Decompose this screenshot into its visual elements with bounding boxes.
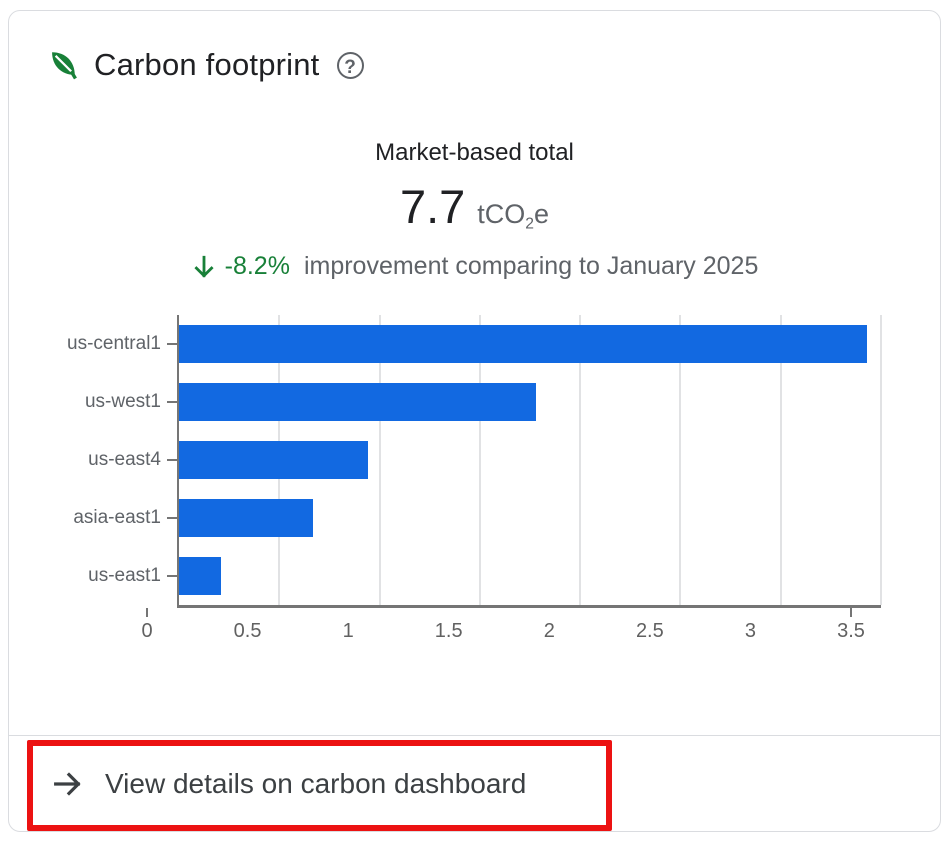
gridline <box>579 315 582 605</box>
bar-row <box>179 547 881 605</box>
y-axis-tick <box>167 343 177 345</box>
x-axis-label: 3 <box>744 620 756 642</box>
y-axis-label-row: us-west1 <box>39 373 177 431</box>
chart-labels: us-central1 us-west1 us-east4 asia-east1 us-… <box>39 315 177 608</box>
view-details-label: View details on carbon dashboard <box>105 767 527 799</box>
improvement-delta: -8.2% <box>224 252 290 280</box>
view-details-link[interactable]: View details on carbon dashboard <box>9 735 940 831</box>
gridline <box>779 315 782 605</box>
y-axis-label: us-west1 <box>84 391 161 412</box>
y-axis-label: asia-east1 <box>73 507 161 528</box>
bar-row <box>179 373 881 431</box>
y-axis-label: us-central1 <box>67 333 161 354</box>
axis-end-tick <box>850 608 852 617</box>
gridline <box>478 315 481 605</box>
unit-subscript: 2 <box>525 215 535 233</box>
leaf-icon <box>52 52 77 80</box>
down-arrow-icon <box>194 255 214 278</box>
y-axis-tick <box>167 401 177 403</box>
gridline <box>880 315 882 605</box>
summary-block: Market-based total 7.7 tCO2e -8.2% impro… <box>9 139 940 281</box>
card-header: Carbon footprint ? <box>9 11 940 83</box>
plot-area <box>177 315 882 608</box>
unit-suffix: e <box>534 199 550 229</box>
y-axis-tick <box>167 575 177 577</box>
axis-end-tick <box>146 608 148 617</box>
help-icon[interactable]: ? <box>336 51 364 79</box>
y-axis-label-row: asia-east1 <box>39 489 177 547</box>
y-axis-tick <box>167 517 177 519</box>
total-value: 7.7 <box>399 180 466 233</box>
y-axis-label: us-east1 <box>88 565 161 586</box>
y-axis-label: us-east4 <box>88 449 161 470</box>
y-axis-label-row: us-central1 <box>39 315 177 373</box>
card-title: Carbon footprint <box>94 47 320 82</box>
y-axis-label-row: us-east1 <box>39 547 177 605</box>
x-axis-label: 0 <box>141 620 153 642</box>
chart-bar[interactable] <box>179 499 314 537</box>
improvement-text: improvement comparing to January 2025 <box>303 252 759 280</box>
x-axis-label: 1 <box>342 620 354 642</box>
gridline <box>679 315 682 605</box>
chart-bar[interactable] <box>179 557 222 595</box>
improvement-row: -8.2% improvement comparing to January 2… <box>9 252 940 281</box>
bar-row <box>179 489 881 547</box>
forward-arrow-icon <box>54 771 81 796</box>
total-label: Market-based total <box>375 139 574 166</box>
x-axis-label: 1.5 <box>434 620 463 642</box>
bar-row <box>179 431 881 489</box>
unit-prefix: tCO <box>477 199 526 229</box>
x-axis-label: 2 <box>543 620 555 642</box>
chart-bar[interactable] <box>179 325 867 363</box>
total-unit: tCO2e <box>477 199 549 233</box>
x-axis: 0 0.5 1 1.5 2 2.5 3 3.5 <box>141 608 865 650</box>
y-axis-tick <box>167 459 177 461</box>
x-axis-label: 3.5 <box>837 620 865 642</box>
bar-chart: us-central1 us-west1 us-east4 asia-east1 us-… <box>39 315 940 608</box>
y-axis-label-row: us-east4 <box>39 431 177 489</box>
bar-row <box>179 315 881 373</box>
chart-bar[interactable] <box>179 441 368 479</box>
gridline <box>378 315 381 605</box>
chart-bar[interactable] <box>179 383 537 421</box>
carbon-footprint-card: Carbon footprint ? Market-based total 7.… <box>8 10 941 832</box>
total-row: 7.7 tCO2e <box>9 179 940 234</box>
x-axis-label: 2.5 <box>635 620 664 642</box>
x-axis-label: 0.5 <box>233 620 262 642</box>
